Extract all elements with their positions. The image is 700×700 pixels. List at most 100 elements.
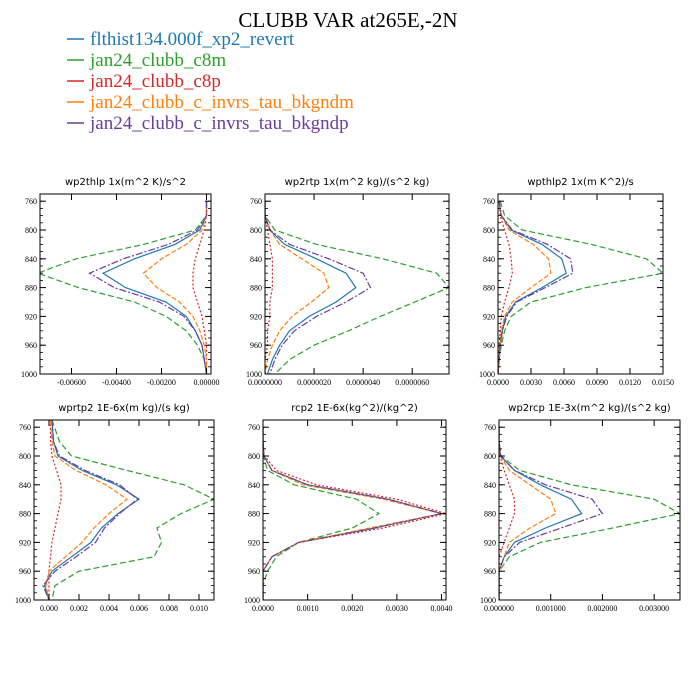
y-tick-label: 1000 xyxy=(21,370,37,379)
y-tick-label: 840 xyxy=(19,481,31,490)
y-tick-label: 880 xyxy=(250,284,262,293)
y-tick-label: 920 xyxy=(248,538,260,547)
x-tick-label: -0.00200 xyxy=(147,378,176,387)
panel-title: wp2thlp 1x(m^2 K)/s^2 xyxy=(65,177,186,188)
plot-frame xyxy=(498,419,681,601)
x-tick-label: 0.0030 xyxy=(520,378,542,387)
x-tick-label: 0.002000 xyxy=(587,604,617,613)
y-tick-label: 960 xyxy=(25,341,37,350)
x-tick-label: 0.003000 xyxy=(639,604,669,613)
series-line xyxy=(45,420,129,600)
legend-label: jan24_clubb_c8p xyxy=(89,71,221,92)
series-line xyxy=(265,201,372,374)
y-tick-label: 800 xyxy=(248,452,260,461)
x-tick-label: 0.002 xyxy=(70,604,88,613)
plot-frame xyxy=(264,193,450,375)
y-tick-label: 800 xyxy=(250,226,262,235)
panel-title: rcp2 1E-6x(kg^2)/(kg^2) xyxy=(291,403,418,414)
x-tick-label: 0.006 xyxy=(130,604,148,613)
y-tick-label: 840 xyxy=(25,255,37,264)
y-tick-label: 880 xyxy=(484,510,496,519)
legend-entry: jan24_clubb_c8m xyxy=(67,50,226,71)
legend-label: jan24_clubb_c_invrs_tau_bkgndm xyxy=(89,92,354,113)
y-tick-label: 1000 xyxy=(480,596,496,605)
y-tick-label: 760 xyxy=(19,423,31,432)
series-line xyxy=(40,201,208,374)
y-tick-label: 760 xyxy=(483,197,495,206)
legend-entry: flthist134.000f_xp2_revert xyxy=(67,29,295,50)
x-tick-label: 0.000 xyxy=(40,604,58,613)
y-tick-label: 920 xyxy=(250,312,262,321)
panel-title: wprtp2 1E-6x(m kg)/(s kg) xyxy=(58,403,190,414)
y-tick-label: 760 xyxy=(250,197,262,206)
series-group xyxy=(40,201,208,374)
x-tick-label: 0.0150 xyxy=(652,378,674,387)
y-tick-label: 800 xyxy=(19,452,31,461)
y-tick-label: 880 xyxy=(19,510,31,519)
x-tick-label: 0.0040 xyxy=(431,604,453,613)
plot-frame xyxy=(262,419,447,601)
x-tick-label: 0.0120 xyxy=(619,378,641,387)
series-line xyxy=(101,201,208,374)
x-tick-label: 0.010 xyxy=(190,604,208,613)
series-line xyxy=(498,201,513,374)
series-group xyxy=(263,427,446,600)
x-tick-label: 0.00000 xyxy=(194,378,220,387)
y-tick-label: 880 xyxy=(25,284,37,293)
chart-panel: wp2rcp 1E-3x(m^2 kg)/(s^2 kg) 760 800 840 88… xyxy=(480,403,681,613)
y-tick-label: 1000 xyxy=(246,370,262,379)
x-tick-label: 0.0000060 xyxy=(395,378,429,387)
y-tick-label: 840 xyxy=(248,481,260,490)
x-tick-label: -0.00400 xyxy=(102,378,131,387)
figure-title: CLUBB VAR at265E,-2N xyxy=(238,8,457,32)
y-tick-label: 800 xyxy=(25,226,37,235)
series-line xyxy=(499,427,583,600)
y-tick-label: 960 xyxy=(250,341,262,350)
y-tick-label: 800 xyxy=(483,226,495,235)
panels: wp2thlp 1x(m^2 K)/s^2 760 800 840 880 920 960 1… xyxy=(15,177,681,613)
x-tick-label: 0.004 xyxy=(100,604,118,613)
y-tick-label: 960 xyxy=(19,567,31,576)
x-tick-label: 0.0000040 xyxy=(346,378,380,387)
legend-entry: jan24_clubb_c_invrs_tau_bkgndm xyxy=(67,92,354,113)
panel-title: wp2rcp 1E-3x(m^2 kg)/(s^2 kg) xyxy=(508,403,671,414)
legend-label: jan24_clubb_c8m xyxy=(89,50,226,71)
legend-entry: jan24_clubb_c8p xyxy=(67,71,221,92)
y-tick-label: 760 xyxy=(248,423,260,432)
y-tick-label: 920 xyxy=(484,538,496,547)
series-line xyxy=(263,427,442,600)
panel-title: wp2rtp 1x(m^2 kg)/(s^2 kg) xyxy=(285,177,430,188)
y-tick-label: 760 xyxy=(484,423,496,432)
panel-title: wpthlp2 1x(m K^2)/s xyxy=(527,177,633,188)
x-tick-label: 0.0000 xyxy=(487,378,509,387)
series-line xyxy=(263,427,442,600)
y-tick-label: 880 xyxy=(483,284,495,293)
y-tick-label: 1000 xyxy=(479,370,495,379)
y-tick-label: 880 xyxy=(248,510,260,519)
x-tick-label: 0.0060 xyxy=(553,378,575,387)
series-group xyxy=(265,201,449,374)
series-group xyxy=(42,420,214,600)
plot-frame xyxy=(39,193,212,375)
plot-frame xyxy=(497,193,664,375)
chart-panel: rcp2 1E-6x(kg^2)/(kg^2) 760 800 840 880 920 96… xyxy=(244,403,453,613)
series-line xyxy=(265,201,449,374)
y-tick-label: 920 xyxy=(483,312,495,321)
series-line xyxy=(192,201,208,374)
x-tick-label: 0.0000020 xyxy=(297,378,331,387)
chart-panel: wp2thlp 1x(m^2 K)/s^2 760 800 840 880 920 960 1… xyxy=(21,177,220,387)
legend-label: flthist134.000f_xp2_revert xyxy=(90,29,295,50)
chart-panel: wprtp2 1E-6x(m kg)/(s kg) 760 800 840 880 920… xyxy=(15,403,215,613)
chart-panel: wp2rtp 1x(m^2 kg)/(s^2 kg) 760 800 840 880 92… xyxy=(246,177,450,387)
x-tick-label: 0.000000 xyxy=(484,604,514,613)
series-line xyxy=(498,201,567,374)
y-tick-label: 960 xyxy=(484,567,496,576)
series-line xyxy=(142,201,208,374)
y-tick-label: 920 xyxy=(19,538,31,547)
chart-panel: wpthlp2 1x(m K^2)/s 760 800 840 880 920 960 100… xyxy=(479,177,674,387)
legend-label: jan24_clubb_c_invrs_tau_bkgndp xyxy=(89,113,349,134)
x-tick-label: 0.0010 xyxy=(297,604,319,613)
series-line xyxy=(499,427,680,600)
x-tick-label: 0.008 xyxy=(160,604,178,613)
